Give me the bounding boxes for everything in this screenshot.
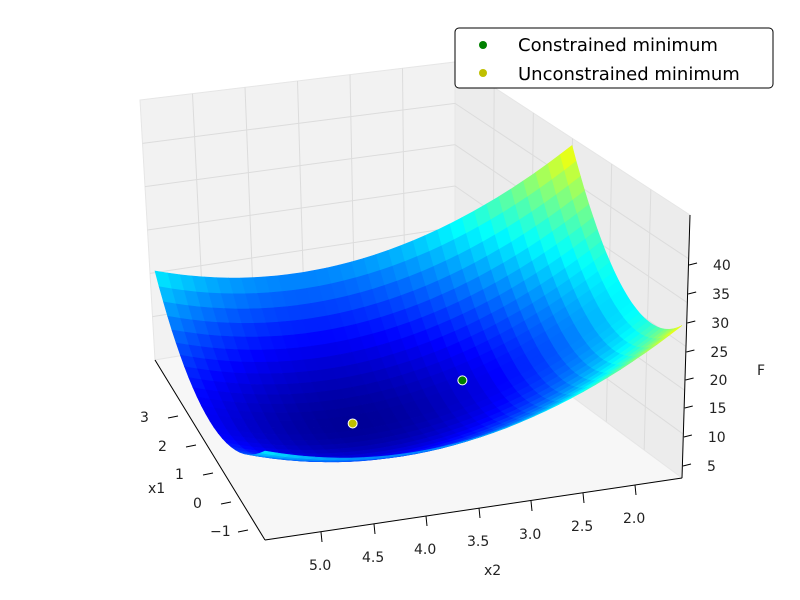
x1-tick-mark	[167, 415, 179, 419]
legend-label-constrained: Constrained minimum	[518, 35, 718, 56]
x2-tick-mark	[530, 500, 533, 512]
x1-tick-label: 1	[175, 467, 184, 483]
z-tick-label: 30	[711, 316, 729, 332]
surface-plot	[154, 144, 683, 463]
x1-tick-label: 3	[140, 410, 149, 426]
x2-tick-label: 3.5	[467, 534, 489, 550]
x1-tick-label: −1	[210, 524, 231, 540]
z-tick-label: 15	[709, 401, 727, 417]
x2-tick-mark	[634, 484, 637, 496]
x2-tick-label: 3.0	[519, 527, 541, 543]
surface-facet	[259, 450, 279, 456]
z-tick-mark	[682, 463, 692, 467]
legend-marker-constrained	[479, 41, 487, 49]
legend-marker-unconstrained	[479, 69, 487, 77]
x2-tick-label: 2.0	[623, 511, 645, 527]
z-tick-mark	[688, 262, 698, 266]
x1-tick-mark	[202, 472, 214, 476]
z-axis-line	[681, 214, 691, 479]
unconstrained-minimum-point	[347, 418, 358, 429]
x2-axis-label: x2	[484, 563, 501, 579]
x2-tick-mark	[425, 515, 428, 527]
z-axis-label: F	[757, 363, 765, 379]
z-tick-label: 25	[710, 345, 728, 361]
x2-tick-mark	[582, 492, 585, 504]
x2-tick-mark	[320, 531, 323, 543]
z-tick-label: 20	[710, 373, 728, 389]
constrained-minimum-point	[457, 375, 468, 386]
grid-line	[144, 144, 688, 304]
x1-tick-mark	[185, 444, 197, 448]
x1-axis-label: x1	[148, 481, 165, 497]
x2-tick-mark	[373, 523, 376, 535]
legend-box	[454, 27, 774, 89]
x2-tick-group: 5.0 4.5 4.0 3.5 3.0 2.5 2.0	[309, 484, 645, 574]
z-tick-mark	[683, 434, 692, 438]
legend: Constrained minimum Unconstrained minimu…	[454, 27, 774, 89]
x2-axis-line	[264, 477, 683, 541]
x2-tick-mark	[478, 507, 481, 519]
legend-label-unconstrained: Unconstrained minimum	[518, 64, 740, 85]
x2-tick-label: 2.5	[571, 519, 593, 535]
x1-tick-label: 0	[193, 496, 202, 512]
x1-tick-mark	[237, 529, 249, 533]
x2-tick-label: 4.0	[414, 542, 436, 558]
z-tick-label: 40	[713, 258, 731, 274]
z-tick-mark	[684, 405, 693, 409]
x1-axis-line	[154, 359, 266, 541]
x1-tick-label: 2	[158, 439, 167, 455]
z-tick-group: 5 10 15 20 25 30 35 40	[682, 258, 731, 475]
z-tick-mark	[687, 320, 696, 324]
z-tick-label: 5	[707, 459, 716, 475]
z-tick-mark	[688, 291, 697, 295]
minimum-markers	[347, 375, 468, 429]
z-tick-mark	[686, 349, 695, 353]
x2-tick-label: 4.5	[362, 550, 384, 566]
z-tick-label: 10	[708, 430, 726, 446]
z-tick-mark	[685, 377, 694, 381]
grid-line	[142, 102, 689, 260]
x2-tick-label: 5.0	[309, 558, 331, 574]
x1-tick-mark	[220, 501, 232, 505]
z-tick-label: 35	[712, 287, 730, 303]
